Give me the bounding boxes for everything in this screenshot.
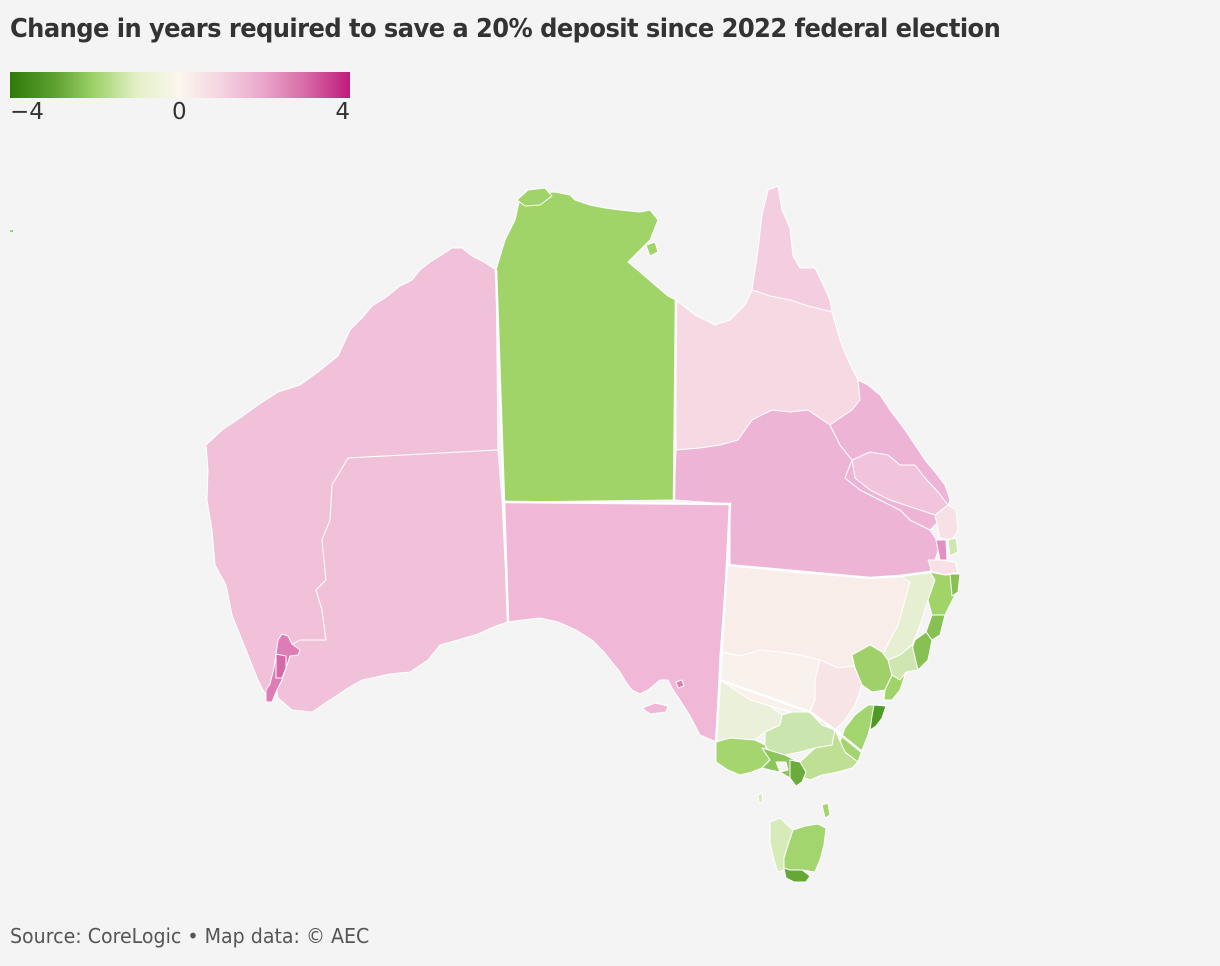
region-nsw-cowper[interactable] (925, 614, 946, 641)
region-sa-kangaroo-island[interactable] (641, 702, 669, 715)
legend-tick-zero: 0 (172, 99, 187, 125)
chart-title: Change in years required to save a 20% d… (10, 14, 1001, 44)
region-nsw-gilmore[interactable] (869, 704, 887, 731)
region-qld-far-north[interactable] (751, 185, 833, 313)
region-nsw-sydney-fringe[interactable] (883, 671, 907, 701)
border-qld-nsw (726, 563, 931, 580)
region-tas-flinders-island[interactable] (821, 802, 831, 819)
region-vic-wannon[interactable] (715, 737, 771, 776)
region-qld-logan[interactable] (947, 537, 959, 557)
border-nt-qld (672, 299, 678, 501)
border-nsw-vic (719, 678, 863, 753)
legend-ticks: −4 0 4 (10, 98, 350, 128)
region-nsw-richmond[interactable] (949, 573, 961, 597)
legend-gradient-bar (10, 72, 350, 98)
border-sa-nsw-vic (714, 564, 729, 743)
region-wa-southeast[interactable] (275, 449, 509, 713)
region-nt-tiwi-islands[interactable] (516, 187, 553, 207)
region-tas-south[interactable] (783, 867, 811, 883)
state-borders (494, 269, 931, 753)
color-legend: −4 0 4 (10, 72, 350, 128)
region-melbourne-southeast[interactable] (789, 759, 807, 787)
region-perth-inner[interactable] (275, 653, 287, 679)
region-tas-king-island[interactable] (757, 792, 764, 804)
region-south-australia[interactable] (503, 501, 731, 743)
border-nt-sa-qld (503, 500, 732, 566)
source-note: Source: CoreLogic • Map data: © AEC (10, 924, 370, 948)
region-nt-groote-island[interactable] (645, 241, 659, 257)
region-adelaide[interactable] (675, 679, 685, 689)
legend-tick-min: −4 (10, 99, 44, 125)
region-melbourne-bay (775, 761, 789, 773)
region-qld-sunshine-coast[interactable] (934, 504, 959, 541)
region-tas-central[interactable] (783, 823, 827, 873)
region-brisbane[interactable] (935, 539, 948, 561)
stray-island-marker (10, 230, 13, 232)
legend-tick-max: 4 (335, 99, 350, 125)
region-nsw-riverina[interactable] (809, 659, 869, 731)
region-northern-territory[interactable] (495, 191, 677, 503)
